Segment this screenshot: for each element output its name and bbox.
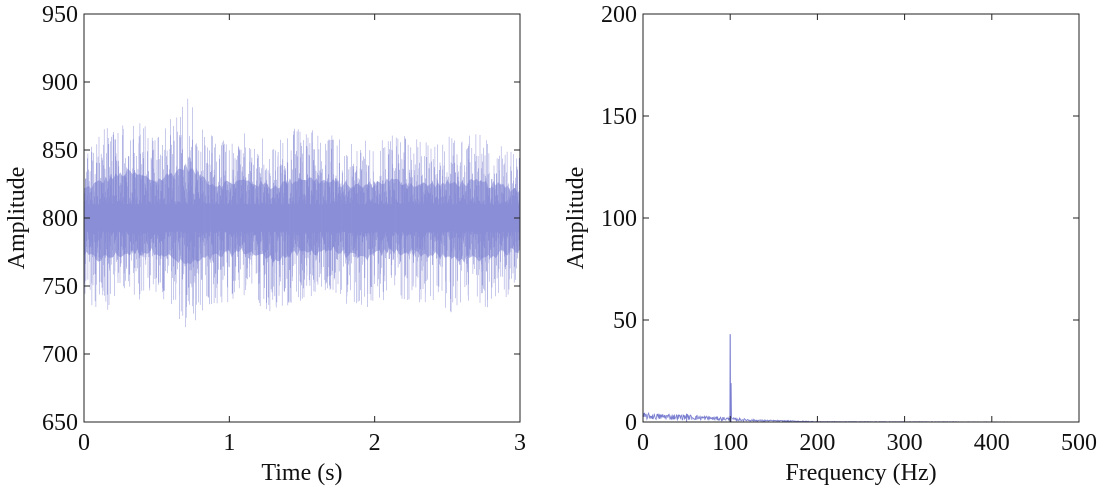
freq-series-layer (642, 334, 1079, 423)
freq-y-tick-label: 50 (613, 308, 637, 334)
frequency-domain-chart: 0 100 200 300 400 500 0 50 100 150 200 Frequency (… (563, 2, 1097, 486)
freq-x-tick-label: 300 (887, 430, 923, 456)
time-y-tick-label: 900 (42, 70, 78, 96)
freq-plot-frame (642, 13, 1080, 423)
time-y-tick-label: 800 (42, 206, 78, 232)
freq-y-tick-label: 100 (601, 206, 637, 232)
time-x-tick-label: 3 (514, 430, 526, 456)
freq-y-axis-label: Amplitude (563, 167, 589, 270)
freq-axis-ticks: 0 100 200 300 400 500 0 50 100 150 200 (601, 2, 1097, 456)
time-y-tick-label: 650 (42, 410, 78, 436)
freq-x-tick-label: 500 (1061, 430, 1097, 456)
freq-x-tick-label: 0 (637, 430, 649, 456)
freq-x-tick-label: 200 (799, 430, 835, 456)
spectrum-trace (642, 334, 1079, 423)
time-y-tick-label: 750 (42, 274, 78, 300)
time-x-tick-label: 0 (78, 430, 90, 456)
time-y-axis-label: Amplitude (4, 167, 30, 270)
freq-x-tick-label: 100 (712, 430, 748, 456)
freq-y-tick-label: 150 (601, 104, 637, 130)
time-domain-chart: 0 1 2 3 650 700 750 800 850 900 950 Time (s) Ampli… (4, 2, 526, 486)
time-y-tick-label: 950 (42, 2, 78, 28)
time-x-tick-label: 1 (223, 430, 235, 456)
time-y-tick-label: 700 (42, 342, 78, 368)
time-x-tick-label: 2 (369, 430, 381, 456)
time-signal-trace (83, 98, 521, 328)
time-axis-ticks: 0 1 2 3 650 700 750 800 850 900 950 (42, 2, 526, 456)
freq-x-tick-label: 400 (974, 430, 1010, 456)
time-y-tick-label: 850 (42, 138, 78, 164)
freq-x-axis-label: Frequency (Hz) (785, 460, 936, 486)
time-x-axis-label: Time (s) (261, 460, 342, 486)
freq-y-tick-label: 0 (625, 410, 637, 436)
time-series-layer (83, 98, 521, 328)
freq-y-tick-label: 200 (601, 2, 637, 28)
